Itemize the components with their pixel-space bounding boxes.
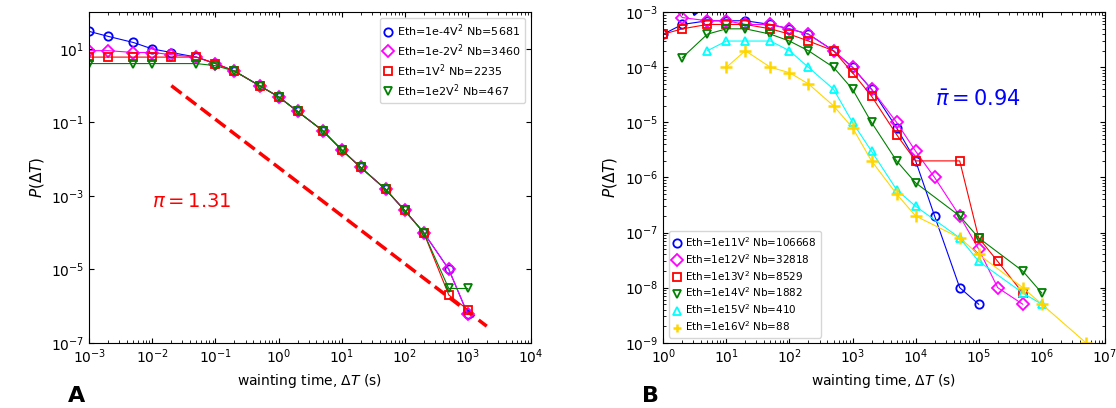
Text: $\pi = 1.31$: $\pi = 1.31$ — [153, 192, 232, 211]
X-axis label: wainting time, $\Delta T$ (s): wainting time, $\Delta T$ (s) — [238, 372, 383, 390]
Legend: Eth=1e-4V$^2$ Nb=5681, Eth=1e-2V$^2$ Nb=3460, Eth=1V$^2$ Nb=2235, Eth=1e2V$^2$ N: Eth=1e-4V$^2$ Nb=5681, Eth=1e-2V$^2$ Nb=… — [379, 18, 526, 103]
Text: B: B — [642, 386, 658, 406]
X-axis label: wainting time, $\Delta T$ (s): wainting time, $\Delta T$ (s) — [811, 372, 956, 390]
Legend: Eth=1e11V$^2$ Nb=106668, Eth=1e12V$^2$ Nb=32818, Eth=1e13V$^2$ Nb=8529, Eth=1e14: Eth=1e11V$^2$ Nb=106668, Eth=1e12V$^2$ N… — [668, 231, 820, 337]
Y-axis label: $P(\Delta T)$: $P(\Delta T)$ — [602, 157, 619, 198]
Text: $\bar{\pi} = 0.94$: $\bar{\pi} = 0.94$ — [934, 90, 1020, 110]
Y-axis label: $P(\Delta T)$: $P(\Delta T)$ — [28, 157, 46, 198]
Text: A: A — [68, 386, 85, 406]
